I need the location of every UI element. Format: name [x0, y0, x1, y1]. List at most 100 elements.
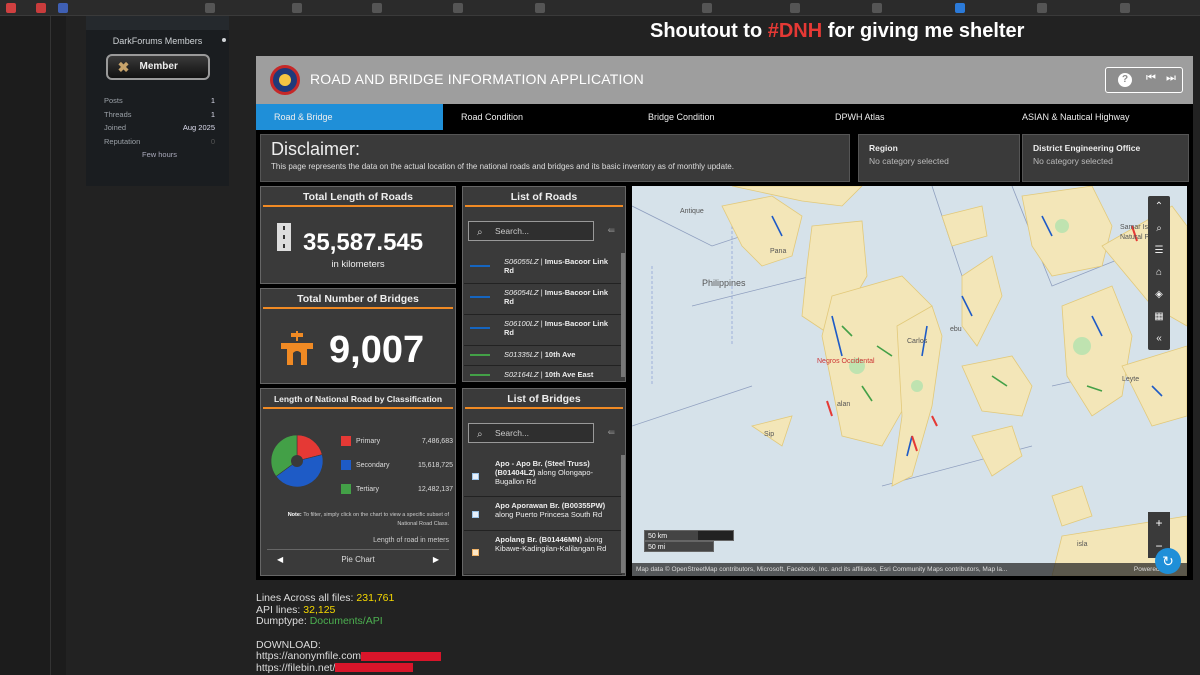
- tab-favicon-icon[interactable]: [6, 3, 16, 13]
- tab-dpwh-atlas[interactable]: DPWH Atlas: [835, 112, 885, 122]
- road-dash: [283, 244, 285, 248]
- total-roads-value: 35,587.545: [303, 229, 424, 256]
- tab-road-bridge[interactable]: Road & Bridge: [256, 104, 443, 130]
- road-list-item[interactable]: S06055LZ | Imus-Bacoor Link Rd: [464, 253, 622, 284]
- bridge-list-item[interactable]: Apo - Apo Br. (Steel Truss) (B01404LZ) a…: [464, 455, 622, 497]
- pie-slice-tertiary[interactable]: [270, 434, 298, 477]
- previous-page-icon[interactable]: ⏮: [1146, 72, 1156, 84]
- powered-by-link[interactable]: Powered b: [1133, 566, 1165, 573]
- tab-favicon-icon[interactable]: [535, 3, 545, 13]
- legend-row-secondary[interactable]: Secondary 15,618,725: [341, 453, 453, 477]
- home-icon[interactable]: ⌂: [1155, 267, 1163, 278]
- link-prefix[interactable]: https://anonymfile.com: [256, 650, 362, 662]
- attribution-text: Map data © OpenStreetMap contributors, M…: [636, 566, 1008, 573]
- refresh-icon[interactable]: ↻: [1155, 548, 1181, 574]
- api-value: 32,125: [303, 603, 336, 616]
- road-list-item[interactable]: S06100LZ | Imus-Bacoor Link Rd: [464, 315, 622, 346]
- pie-slice-secondary[interactable]: [275, 454, 324, 488]
- map-label: Natural Pa: [1120, 234, 1154, 241]
- filter-icon[interactable]: ⇚: [607, 225, 615, 235]
- scale-km: 50 km: [644, 530, 734, 541]
- zoom-out-icon[interactable]: −: [1155, 539, 1163, 553]
- bridge-list-item[interactable]: Apo Aporawan Br. (B00355PW) along Puerto…: [464, 497, 622, 531]
- user-group-label: DarkForums Members: [86, 36, 229, 46]
- qr-code-icon[interactable]: ▦: [1154, 311, 1164, 322]
- road-list-item[interactable]: S02164LZ | 10th Ave East: [464, 366, 622, 381]
- tab-favicon-icon[interactable]: [453, 3, 463, 13]
- tab-bridge-condition[interactable]: Bridge Condition: [648, 112, 715, 122]
- bridge-marker-icon: [472, 511, 479, 518]
- stat-label: Threads: [104, 109, 132, 119]
- tab-favicon-icon[interactable]: [790, 3, 800, 13]
- link-prefix[interactable]: https://filebin.net/: [256, 661, 336, 674]
- tab-favicon-icon[interactable]: [872, 3, 882, 13]
- filter-icon[interactable]: ⇚: [607, 427, 615, 437]
- spacer: [256, 628, 441, 640]
- collapse-left-icon[interactable]: «: [1156, 333, 1162, 344]
- bridge-list-item[interactable]: Apolang Br. (B01446MN) along Kibawe-Kadi…: [464, 531, 622, 575]
- district-filter[interactable]: District Engineering Office No category …: [1022, 134, 1189, 182]
- pie-slice-primary[interactable]: [296, 434, 323, 462]
- stat-row-posts: Posts 1: [104, 96, 215, 110]
- road-dash: [283, 235, 285, 239]
- tab-favicon-icon[interactable]: [1037, 3, 1047, 13]
- tab-favicon-icon[interactable]: [1120, 3, 1130, 13]
- redaction-mark: [335, 663, 414, 673]
- next-page-icon[interactable]: ⏭: [1166, 72, 1176, 84]
- tab-road-condition[interactable]: Road Condition: [461, 112, 524, 122]
- tab-asian-nautical-highway[interactable]: ASIAN & Nautical Highway: [1022, 112, 1130, 122]
- search-icon: ⌕: [477, 429, 483, 440]
- download-link-1[interactable]: https://anonymfile.com: [256, 650, 442, 663]
- total-bridges-title: Total Number of Bridges: [263, 289, 453, 309]
- pie-footer-label: Pie Chart: [341, 555, 375, 564]
- bridges-scrollbar[interactable]: [621, 455, 625, 573]
- lines-label: Lines Across all files:: [256, 592, 354, 604]
- collapse-up-icon[interactable]: ⌃: [1154, 201, 1164, 212]
- gutter-divider: [50, 16, 51, 675]
- legend-value: 15,618,725: [417, 461, 453, 469]
- download-label: DOWNLOAD:: [256, 638, 321, 651]
- previous-chart-icon[interactable]: ◀: [277, 555, 284, 564]
- dump-info: Lines Across all files: 231,761 API line…: [256, 592, 442, 675]
- help-icon[interactable]: ?: [1118, 73, 1132, 87]
- roads-scrollbar[interactable]: [621, 253, 625, 377]
- note-label: Note:: [287, 512, 302, 518]
- layers-icon[interactable]: ◈: [1155, 289, 1163, 300]
- next-chart-icon[interactable]: ▶: [432, 555, 439, 564]
- map-label: Philippines: [702, 278, 746, 288]
- browser-tab-strip: [0, 0, 1200, 16]
- tab-favicon-icon[interactable]: [292, 3, 302, 13]
- legend-row-primary[interactable]: Primary 7,486,683: [341, 429, 453, 453]
- search-icon[interactable]: ⌕: [1156, 223, 1162, 234]
- roads-search-input[interactable]: ⌕ Search...: [468, 221, 594, 241]
- left-gutter: [0, 16, 66, 675]
- bridges-search-input[interactable]: ⌕ Search...: [468, 423, 594, 443]
- road-list-item[interactable]: S06054LZ | Imus-Bacoor Link Rd: [464, 284, 622, 315]
- region-filter[interactable]: Region No category selected: [858, 134, 1020, 182]
- headline-tag: #DNH: [767, 20, 823, 42]
- road-icon: [277, 223, 291, 251]
- tab-favicon-icon[interactable]: [372, 3, 382, 13]
- download-link-2[interactable]: https://filebin.net/: [256, 661, 441, 675]
- road-list-item[interactable]: S01335LZ | 10th Ave: [464, 346, 622, 366]
- map-view[interactable]: Antique Pana Philippines Negros Occident…: [632, 186, 1187, 576]
- total-bridges-card: Total Number of Bridges 9,007: [260, 288, 456, 384]
- road-bridge-app: ROAD AND BRIDGE INFORMATION APPLICATION …: [256, 56, 1193, 580]
- bridge-marker-icon: [472, 549, 479, 556]
- tab-favicon-icon[interactable]: [58, 3, 68, 13]
- district-heading: District Engineering Office: [1033, 143, 1141, 153]
- list-roads-title: List of Roads: [465, 187, 623, 207]
- legend-list-icon[interactable]: ☰: [1154, 245, 1164, 256]
- tab-favicon-icon[interactable]: [36, 3, 46, 13]
- list-bridges-title: List of Bridges: [465, 389, 623, 409]
- tab-favicon-icon[interactable]: [955, 3, 965, 13]
- tab-favicon-icon[interactable]: [702, 3, 712, 13]
- list-of-roads-card: List of Roads ⌕ Search... ⇚ S06055LZ | Im…: [462, 186, 626, 382]
- stat-row-threads: Threads 1: [104, 110, 215, 124]
- legend-row-tertiary[interactable]: Tertiary 12,482,137: [341, 477, 453, 501]
- zoom-in-icon[interactable]: +: [1155, 516, 1163, 530]
- classification-pie-chart[interactable]: [269, 433, 325, 489]
- stat-value: 1: [210, 109, 215, 119]
- search-icon: ⌕: [477, 227, 483, 238]
- tab-favicon-icon[interactable]: [205, 3, 215, 13]
